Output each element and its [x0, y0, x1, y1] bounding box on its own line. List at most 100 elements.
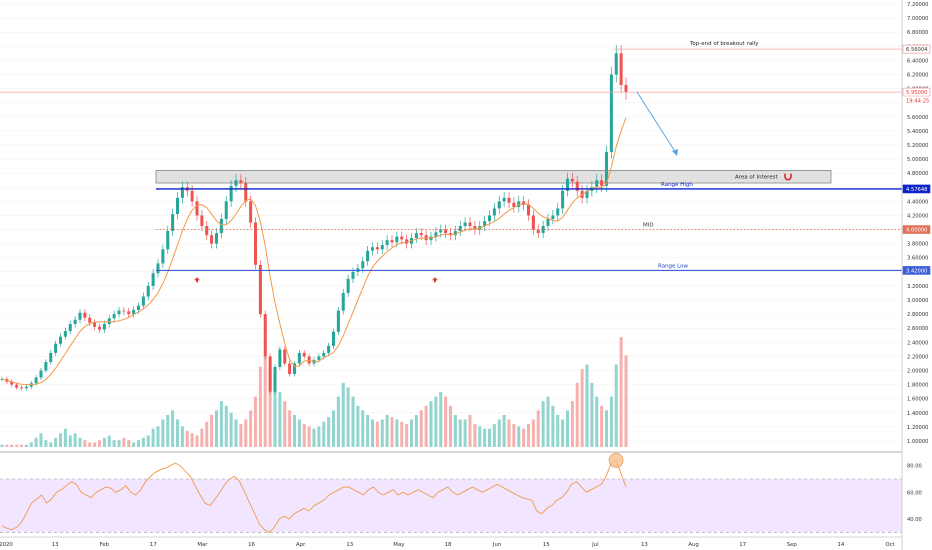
volume-bar: [19, 444, 24, 447]
candle-body: [19, 387, 24, 389]
candle-body: [268, 356, 272, 392]
volume-bar: [448, 405, 453, 447]
candle-body: [288, 363, 292, 375]
volume-bar: [590, 382, 594, 447]
candle-body: [463, 222, 467, 227]
candle-body: [97, 326, 102, 330]
volume-bar: [483, 428, 487, 447]
magnet-icon[interactable]: [784, 173, 792, 181]
volume-bar: [39, 433, 43, 447]
volume-bar: [224, 405, 228, 447]
volume-bar: [604, 410, 609, 447]
up-arrow-icon[interactable]: [194, 277, 200, 283]
volume-bar: [146, 435, 150, 447]
volume-bar: [351, 396, 355, 447]
time-tick-label: 13: [52, 542, 59, 548]
candle-body: [546, 218, 550, 227]
time-tick-label: 13: [346, 542, 353, 548]
volume-bar: [127, 440, 131, 447]
top-end-label: Top-end of breakout rally: [689, 41, 759, 47]
candle-body: [531, 215, 535, 230]
candle-body: [336, 310, 340, 332]
volume-bar: [219, 401, 223, 447]
candle-body: [24, 386, 28, 389]
candle-body: [141, 296, 145, 306]
price-tick-label: 1.80000: [907, 383, 928, 389]
candle-body: [507, 197, 511, 203]
price-candles: [0, 45, 628, 394]
candle-body: [278, 349, 282, 367]
time-tick-label: Aug: [688, 542, 699, 548]
projection-arrow[interactable]: [636, 91, 677, 154]
range-high-label: Range High: [661, 182, 693, 188]
price-axis[interactable]: 7.200007.000006.800006.600006.400006.200…: [901, 0, 928, 550]
price-tag-label: 19:44:25: [906, 99, 929, 105]
volume-bar: [312, 428, 316, 447]
time-tick-label: 14: [837, 542, 844, 548]
candle-body: [385, 240, 389, 246]
volume-bar: [507, 419, 511, 447]
rsi-highlight-marker[interactable]: [608, 452, 624, 468]
up-arrow-shape: [194, 277, 200, 283]
volume-bar: [575, 382, 579, 447]
volume-bar: [307, 426, 311, 447]
candle-body: [63, 331, 67, 337]
price-tag: [902, 266, 931, 275]
rsi-pane[interactable]: [0, 451, 902, 533]
volume-bar: [195, 435, 199, 447]
candle-body: [414, 233, 418, 239]
volume-bar: [283, 401, 287, 447]
price-tick-label: 4.20000: [907, 213, 928, 219]
volume-bar: [546, 396, 550, 447]
candle-body: [419, 233, 423, 236]
candle-body: [107, 318, 111, 324]
price-tag-label: 4.00000: [906, 228, 927, 234]
volume-bar: [15, 444, 19, 447]
area-of-interest-zone[interactable]: [155, 170, 832, 184]
candle-body: [102, 323, 106, 330]
price-tag: [902, 87, 931, 97]
candle-body: [68, 323, 72, 332]
candle-body: [351, 271, 355, 279]
volume-bar: [317, 426, 321, 447]
candle-body: [171, 214, 175, 231]
candle-body: [151, 273, 155, 286]
candle-body: [405, 239, 409, 244]
projection-arrow-head: [672, 149, 678, 156]
candle-body: [380, 245, 384, 250]
candle-body: [166, 230, 170, 250]
price-tag: [902, 44, 931, 54]
volume-bar: [63, 428, 67, 447]
volume-bar: [239, 424, 243, 447]
volume-bar: [322, 421, 326, 447]
volume-bar: [278, 392, 282, 447]
up-arrow-icon[interactable]: [432, 277, 438, 283]
candle-body: [195, 201, 199, 216]
time-tick-label: 17: [739, 542, 746, 548]
time-tick-label: Feb: [99, 542, 109, 548]
volume-bar: [541, 401, 545, 447]
candle-body: [15, 384, 19, 388]
price-tick-label: 6.20000: [907, 72, 928, 78]
volume-bar: [297, 419, 301, 447]
volume-bar: [200, 428, 204, 447]
volume-bar: [88, 442, 92, 447]
candle-body: [556, 208, 560, 216]
volume-bar: [253, 396, 258, 447]
candle-body: [200, 215, 204, 227]
candle-body: [10, 381, 14, 385]
volume-bar: [487, 428, 492, 447]
candle-body: [517, 201, 521, 207]
candle-body: [439, 229, 443, 233]
candle-body: [317, 356, 321, 360]
candle-body: [117, 310, 121, 315]
candle-body: [609, 74, 613, 153]
volume-bar: [619, 337, 623, 447]
volume-bar: [405, 424, 409, 447]
price-pane[interactable]: Top-end of breakout rally Area of Intere…: [0, 0, 902, 450]
volume-bar: [151, 428, 155, 447]
rsi-tick-label: 40.00: [907, 517, 922, 523]
time-axis[interactable]: 2020 13 Feb 17 Mar 16 Apr 13 May 18 Jun 15 Jul 13 Aug 1…: [0, 536, 902, 548]
volume-bar: [380, 419, 384, 447]
